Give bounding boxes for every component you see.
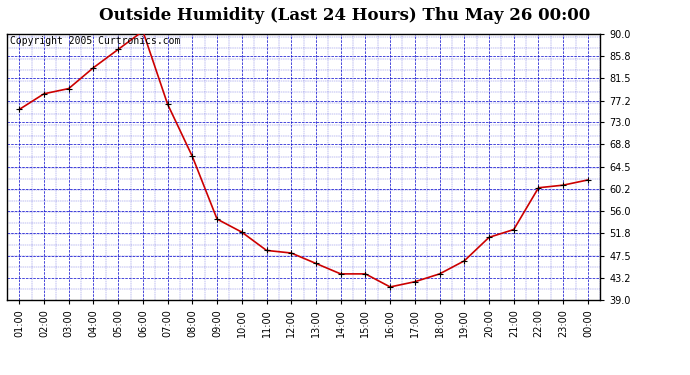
Text: Outside Humidity (Last 24 Hours) Thu May 26 00:00: Outside Humidity (Last 24 Hours) Thu May… <box>99 8 591 24</box>
Text: Copyright 2005 Curtronics.com: Copyright 2005 Curtronics.com <box>10 36 180 46</box>
